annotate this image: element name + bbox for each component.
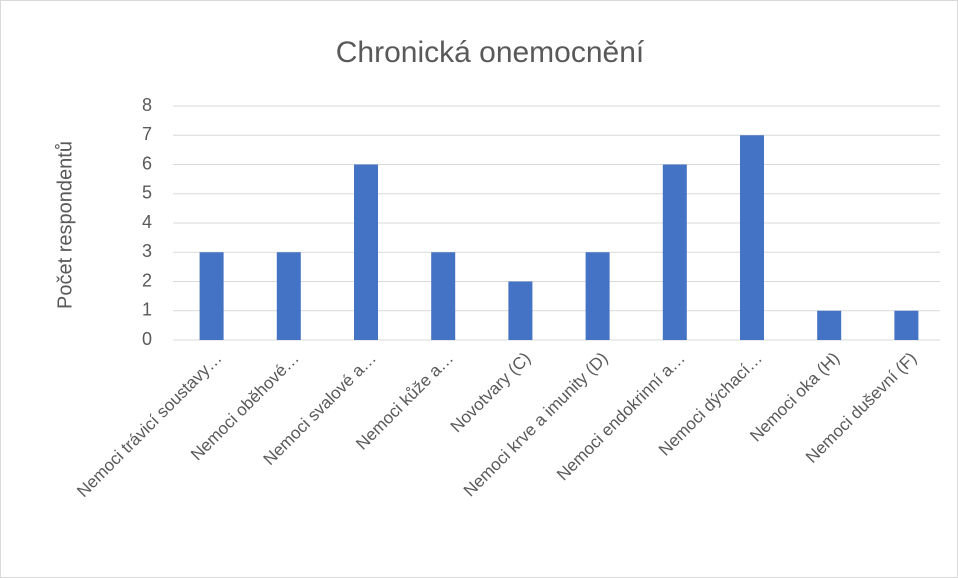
y-tick-label: 3	[142, 241, 152, 261]
bar	[817, 310, 842, 340]
bar	[508, 281, 533, 340]
bar	[585, 252, 610, 340]
y-tick-label: 2	[142, 270, 152, 290]
bar	[199, 252, 224, 340]
y-axis-label: Počet respondentů	[54, 141, 76, 309]
bar	[894, 310, 919, 340]
bar	[276, 252, 301, 340]
chart-title: Chronická onemocnění	[336, 36, 645, 69]
y-tick-label: 5	[142, 183, 152, 203]
y-tick-label: 6	[142, 153, 152, 173]
y-tick-label: 4	[142, 212, 152, 232]
bar	[354, 164, 378, 340]
bar	[431, 252, 456, 340]
y-tick-label: 0	[142, 329, 152, 349]
bar	[740, 135, 764, 340]
y-tick-label: 8	[142, 95, 152, 115]
y-tick-label: 1	[142, 300, 152, 320]
bar	[662, 164, 687, 340]
y-tick-label: 7	[142, 124, 152, 144]
